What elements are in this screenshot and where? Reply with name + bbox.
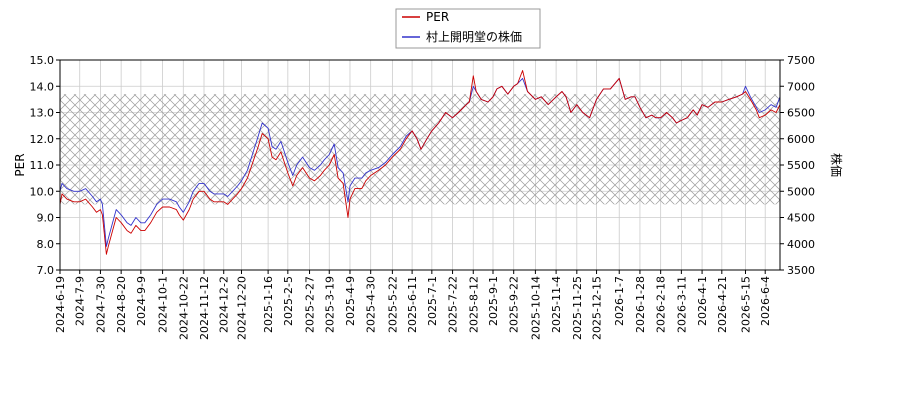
legend: PER 村上開明堂の株価 <box>395 8 541 49</box>
x-tick-label: 2025-8-12 <box>467 276 480 333</box>
right-tick-label: 6000 <box>787 133 815 146</box>
x-tick-label: 2026-4-21 <box>716 276 729 333</box>
x-tick-label: 2026-1-7 <box>613 276 626 326</box>
left-tick-label: 7.0 <box>37 264 55 277</box>
x-tick-label: 2026-1-28 <box>634 276 647 333</box>
x-tick-label: 2025-11-4 <box>550 276 563 333</box>
right-axis: 3500 4000 4500 5000 5500 6000 6500 7000 7500 <box>780 54 815 277</box>
right-tick-label: 5500 <box>787 159 815 172</box>
x-tick-label: 2024-8-20 <box>115 276 128 333</box>
x-tick-label: 2024-10-22 <box>177 276 190 340</box>
x-tick-label: 2025-6-11 <box>406 276 419 333</box>
right-tick-label: 5000 <box>787 185 815 198</box>
left-tick-label: 9.0 <box>37 212 55 225</box>
legend-label-price: 村上開明堂の株価 <box>426 29 522 44</box>
right-tick-label: 3500 <box>787 264 815 277</box>
x-tick-label: 2025-2-27 <box>304 276 317 333</box>
x-tick-label: 2025-1-16 <box>262 276 275 333</box>
left-tick-label: 8.0 <box>37 238 55 251</box>
series-line-per <box>60 70 780 255</box>
x-tick-label: 2025-12-15 <box>591 276 604 340</box>
right-tick-label: 4500 <box>787 212 815 225</box>
left-tick-label: 10.0 <box>30 185 55 198</box>
x-tick-label: 2025-4-30 <box>365 276 378 333</box>
x-axis: 2024-6-19 2024-7-9 2024-7-30 2024-8-20 2024-… <box>54 270 772 340</box>
x-tick-label: 2024-7-9 <box>74 276 87 326</box>
right-tick-label: 7000 <box>787 80 815 93</box>
x-tick-label: 2024-12-20 <box>235 276 248 340</box>
x-tick-label: 2025-7-1 <box>426 276 439 326</box>
hatched-band <box>60 94 780 205</box>
x-tick-label: 2026-2-18 <box>655 276 668 333</box>
left-tick-label: 15.0 <box>30 54 55 67</box>
x-tick-label: 2026-4-1 <box>696 276 709 326</box>
x-tick-label: 2025-4-9 <box>344 276 357 326</box>
left-tick-label: 13.0 <box>30 107 55 120</box>
x-tick-label: 2026-3-11 <box>675 276 688 333</box>
left-tick-label: 14.0 <box>30 80 55 93</box>
left-axis-title: PER <box>13 153 27 176</box>
x-tick-label: 2026-6-4 <box>759 276 772 326</box>
x-tick-label: 2025-2-5 <box>282 276 295 326</box>
x-tick-label: 2025-9-22 <box>508 276 521 333</box>
series-lines <box>60 70 780 255</box>
legend-box <box>395 8 541 49</box>
left-tick-label: 12.0 <box>30 133 55 146</box>
x-tick-label: 2024-6-19 <box>54 276 67 333</box>
right-tick-label: 4000 <box>787 238 815 251</box>
x-tick-label: 2025-11-25 <box>571 276 584 340</box>
x-tick-label: 2026-5-15 <box>739 276 752 333</box>
x-tick-label: 2024-9-9 <box>135 276 148 326</box>
x-tick-label: 2024-12-2 <box>218 276 231 333</box>
x-tick-label: 2025-5-22 <box>386 276 399 333</box>
legend-label-per: PER <box>426 10 449 24</box>
left-axis: 7.0 8.0 9.0 10.0 11.0 12.0 13.0 14.0 15.0 <box>30 54 60 277</box>
right-tick-label: 7500 <box>787 54 815 67</box>
x-tick-label: 2025-7-22 <box>447 276 460 333</box>
right-tick-label: 6500 <box>787 107 815 120</box>
x-tick-label: 2025-9-1 <box>487 276 500 326</box>
x-tick-label: 2025-3-19 <box>323 276 336 333</box>
x-tick-label: 2025-10-14 <box>529 276 542 340</box>
right-axis-title: 株価 <box>829 153 844 177</box>
x-tick-label: 2024-7-30 <box>94 276 107 333</box>
x-tick-label: 2024-11-12 <box>198 276 211 340</box>
left-tick-label: 11.0 <box>30 159 55 172</box>
x-tick-label: 2024-10-1 <box>157 276 170 333</box>
